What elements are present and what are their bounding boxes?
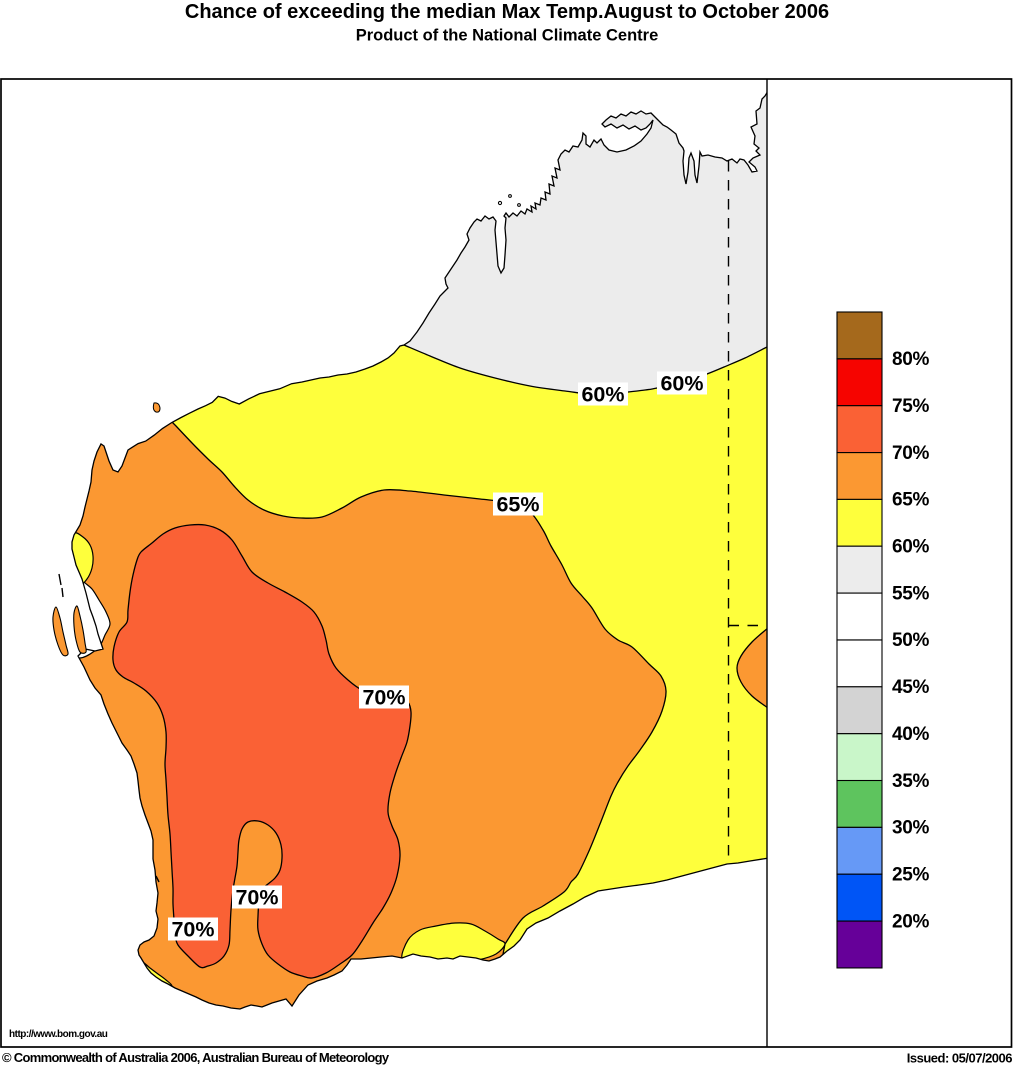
svg-text:35%: 35% — [892, 771, 930, 792]
svg-text:70%: 70% — [362, 686, 405, 710]
svg-text:20%: 20% — [892, 911, 930, 932]
svg-text:70%: 70% — [171, 918, 214, 942]
svg-text:45%: 45% — [892, 677, 930, 698]
svg-text:55%: 55% — [892, 583, 930, 604]
svg-text:70%: 70% — [235, 886, 278, 910]
svg-text:65%: 65% — [892, 490, 930, 511]
svg-text:80%: 80% — [892, 349, 930, 370]
svg-text:50%: 50% — [892, 630, 930, 651]
svg-text:© Commonwealth of Australia 20: © Commonwealth of Australia 2006, Austra… — [2, 1050, 390, 1065]
svg-text:25%: 25% — [892, 865, 930, 886]
svg-text:60%: 60% — [660, 372, 703, 396]
svg-text:Product of the National Climat: Product of the National Climate Centre — [356, 27, 659, 45]
svg-text:60%: 60% — [892, 537, 930, 558]
svg-text:65%: 65% — [496, 493, 539, 517]
svg-text:75%: 75% — [892, 396, 930, 417]
svg-text:40%: 40% — [892, 724, 930, 745]
svg-text:30%: 30% — [892, 818, 930, 839]
svg-text:Chance of exceeding the median: Chance of exceeding the median Max Temp.… — [185, 1, 829, 23]
svg-text:http://www.bom.gov.au: http://www.bom.gov.au — [9, 1029, 108, 1040]
svg-text:60%: 60% — [581, 383, 624, 407]
svg-text:70%: 70% — [892, 443, 930, 464]
svg-text:Issued: 05/07/2006: Issued: 05/07/2006 — [907, 1051, 1012, 1066]
